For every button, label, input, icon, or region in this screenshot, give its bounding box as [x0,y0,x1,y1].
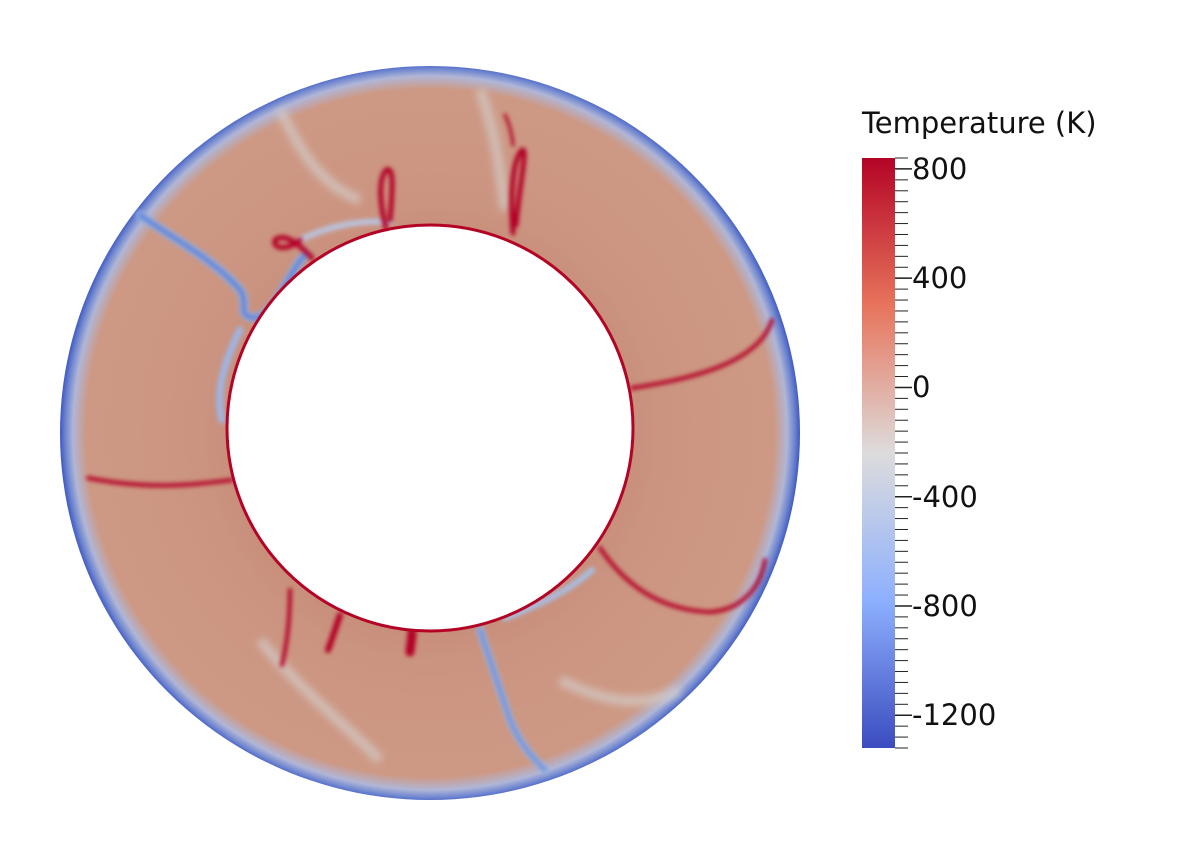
colorbar-tick-label: 0 [912,370,931,405]
colorbar-major-ticks [895,168,912,716]
cool-zones [256,88,683,764]
colorbar [862,157,912,749]
colorbar-title: Temperature (K) [862,106,1097,140]
colorbar-tick-label: 400 [912,261,968,296]
hot-plumes [86,113,774,667]
colorbar-tick-label: -1200 [912,698,997,733]
mantle-annulus [59,66,800,800]
colorbar-tick-label: 800 [912,151,968,186]
colorbar-gradient [862,158,895,748]
colorbar-minor-ticks [895,157,908,749]
core-mantle-boundary [225,223,635,633]
colorbar-tick-label: -800 [912,588,978,623]
colorbar-tick-label: -400 [912,479,978,514]
